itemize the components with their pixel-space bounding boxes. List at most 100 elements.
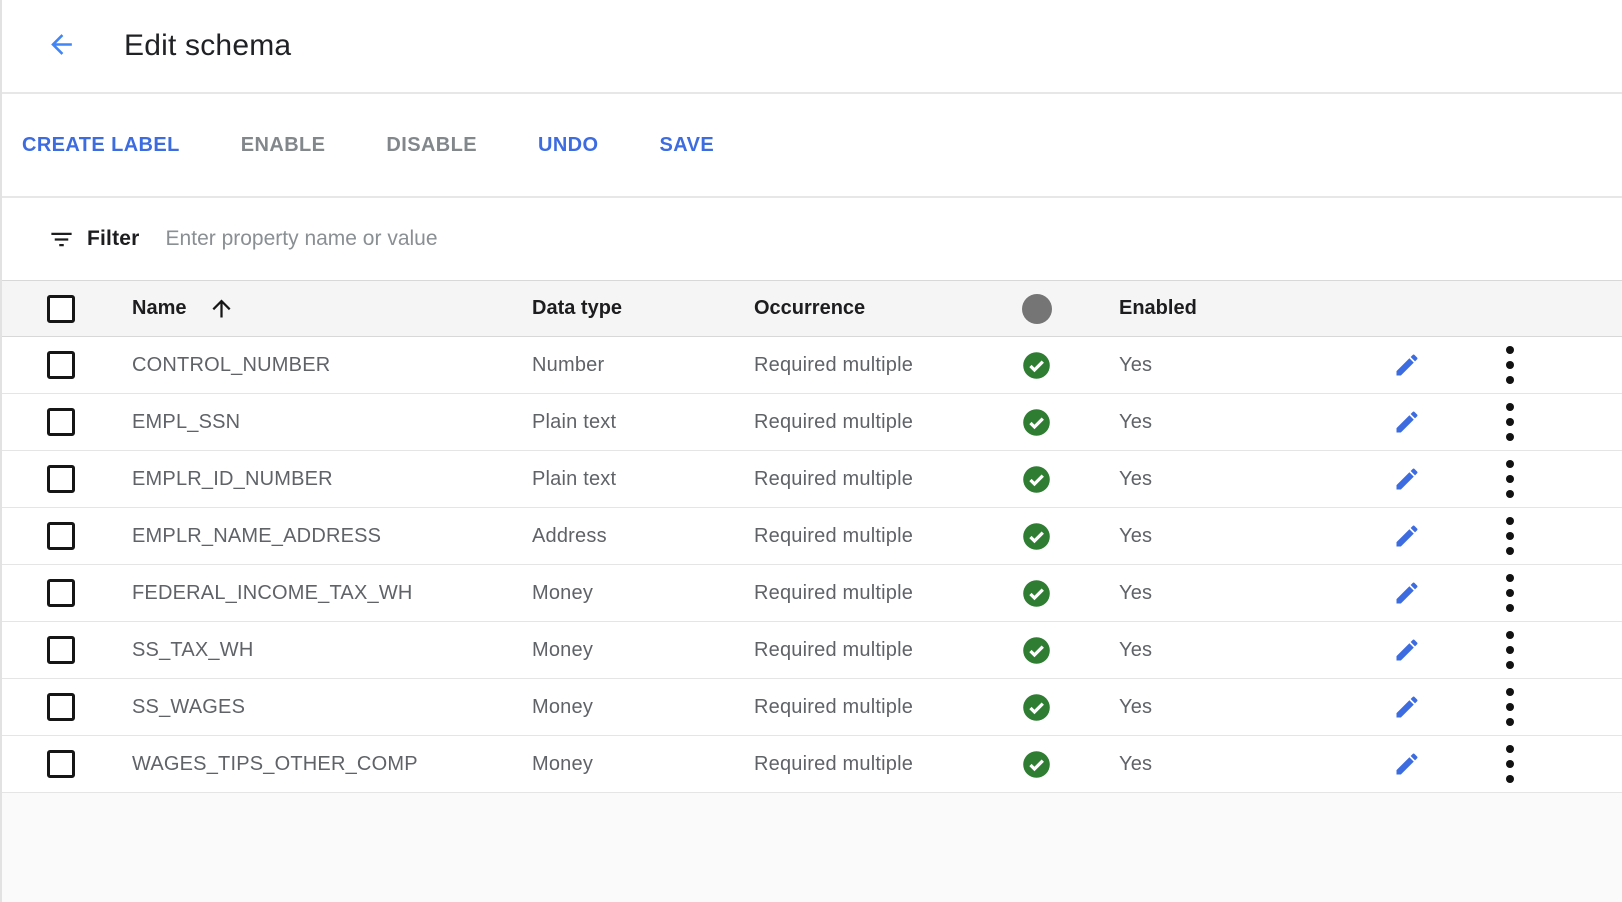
- page-title: Edit schema: [124, 29, 292, 62]
- row-data-type: Money: [532, 581, 594, 604]
- row-occurrence: Required multiple: [754, 353, 914, 376]
- filter-list-icon: [48, 226, 75, 253]
- row-occurrence: Required multiple: [754, 581, 914, 604]
- pencil-icon: [1393, 465, 1421, 493]
- row-occurrence: Required multiple: [754, 638, 914, 661]
- row-occurrence: Required multiple: [754, 752, 914, 775]
- row-data-type: Number: [532, 353, 605, 376]
- page-header: Edit schema: [2, 0, 1622, 94]
- row-data-type: Money: [532, 638, 594, 661]
- row-checkbox-cell: [2, 693, 132, 721]
- pencil-icon: [1393, 693, 1421, 721]
- edit-button[interactable]: [1387, 744, 1427, 784]
- row-occurrence: Required multiple: [754, 410, 914, 433]
- row-checkbox-cell: [2, 465, 132, 493]
- row-status-cell: [1009, 522, 1064, 551]
- green-check-circle-icon: [1022, 465, 1051, 494]
- row-status-cell: [1009, 693, 1064, 722]
- column-header-data-type: Data type: [532, 297, 623, 319]
- undo-button[interactable]: UNDO: [538, 133, 599, 156]
- table-body: CONTROL_NUMBER Number Required multiple …: [2, 337, 1622, 793]
- more-vert-icon: [1505, 745, 1514, 783]
- more-vert-icon: [1505, 574, 1514, 612]
- edit-button[interactable]: [1387, 573, 1427, 613]
- row-checkbox[interactable]: [47, 351, 75, 379]
- column-header-enabled: Enabled: [1119, 297, 1197, 319]
- row-checkbox-cell: [2, 636, 132, 664]
- more-vert-icon: [1505, 460, 1514, 498]
- arrow-back-icon: [46, 29, 77, 63]
- column-header-name-label: Name: [132, 297, 187, 319]
- row-checkbox[interactable]: [47, 750, 75, 778]
- row-enabled: Yes: [1119, 353, 1153, 376]
- edit-button[interactable]: [1387, 630, 1427, 670]
- row-name: EMPLR_ID_NUMBER: [132, 467, 333, 490]
- green-check-circle-icon: [1022, 351, 1051, 380]
- table-row: SS_TAX_WH Money Required multiple Yes: [2, 622, 1622, 679]
- table-header-row: Name Data type Occurrence Enabled: [2, 280, 1622, 337]
- row-checkbox[interactable]: [47, 465, 75, 493]
- back-button[interactable]: [44, 29, 78, 63]
- row-checkbox[interactable]: [47, 693, 75, 721]
- row-checkbox-cell: [2, 579, 132, 607]
- pencil-icon: [1393, 750, 1421, 778]
- more-vert-icon: [1505, 346, 1514, 384]
- more-actions-button[interactable]: [1500, 568, 1520, 618]
- more-vert-icon: [1505, 688, 1514, 726]
- gray-circle-icon: [1021, 293, 1052, 324]
- enable-button[interactable]: ENABLE: [240, 133, 326, 156]
- more-actions-button[interactable]: [1500, 511, 1520, 561]
- row-enabled: Yes: [1119, 638, 1153, 661]
- create-label-button[interactable]: CREATE LABEL: [22, 133, 180, 156]
- row-enabled: Yes: [1119, 581, 1153, 604]
- column-header-status: [1009, 293, 1064, 324]
- row-occurrence: Required multiple: [754, 467, 914, 490]
- filter-bar: Filter: [2, 198, 1622, 280]
- save-button[interactable]: SAVE: [659, 133, 715, 156]
- pencil-icon: [1393, 351, 1421, 379]
- column-header-name[interactable]: Name: [132, 295, 532, 322]
- row-checkbox[interactable]: [47, 636, 75, 664]
- edit-button[interactable]: [1387, 345, 1427, 385]
- row-checkbox[interactable]: [47, 522, 75, 550]
- more-vert-icon: [1505, 517, 1514, 555]
- more-actions-button[interactable]: [1500, 340, 1520, 390]
- column-header-occurrence: Occurrence: [754, 297, 866, 319]
- more-vert-icon: [1505, 403, 1514, 441]
- more-actions-button[interactable]: [1500, 397, 1520, 447]
- more-actions-button[interactable]: [1500, 454, 1520, 504]
- row-status-cell: [1009, 636, 1064, 665]
- row-enabled: Yes: [1119, 752, 1153, 775]
- select-all-checkbox[interactable]: [47, 294, 75, 323]
- green-check-circle-icon: [1022, 522, 1051, 551]
- edit-button[interactable]: [1387, 459, 1427, 499]
- table-footer: [2, 793, 1622, 902]
- green-check-circle-icon: [1022, 693, 1051, 722]
- row-checkbox-cell: [2, 351, 132, 379]
- pencil-icon: [1393, 408, 1421, 436]
- row-checkbox[interactable]: [47, 408, 75, 436]
- more-vert-icon: [1505, 631, 1514, 669]
- edit-button[interactable]: [1387, 687, 1427, 727]
- more-actions-button[interactable]: [1500, 682, 1520, 732]
- more-actions-button[interactable]: [1500, 625, 1520, 675]
- row-status-cell: [1009, 750, 1064, 779]
- edit-button[interactable]: [1387, 402, 1427, 442]
- row-status-cell: [1009, 408, 1064, 437]
- filter-input[interactable]: [165, 227, 866, 251]
- row-occurrence: Required multiple: [754, 695, 914, 718]
- table-row: EMPLR_NAME_ADDRESS Address Required mult…: [2, 508, 1622, 565]
- row-name: EMPLR_NAME_ADDRESS: [132, 524, 382, 547]
- more-actions-button[interactable]: [1500, 739, 1520, 789]
- row-name: WAGES_TIPS_OTHER_COMP: [132, 752, 418, 775]
- row-name: CONTROL_NUMBER: [132, 353, 331, 376]
- green-check-circle-icon: [1022, 408, 1051, 437]
- row-enabled: Yes: [1119, 410, 1153, 433]
- row-checkbox[interactable]: [47, 579, 75, 607]
- row-data-type: Money: [532, 752, 594, 775]
- edit-button[interactable]: [1387, 516, 1427, 556]
- disable-button[interactable]: DISABLE: [386, 133, 477, 156]
- table-row: CONTROL_NUMBER Number Required multiple …: [2, 337, 1622, 394]
- filter-label: Filter: [87, 227, 140, 250]
- row-name: SS_TAX_WH: [132, 638, 254, 661]
